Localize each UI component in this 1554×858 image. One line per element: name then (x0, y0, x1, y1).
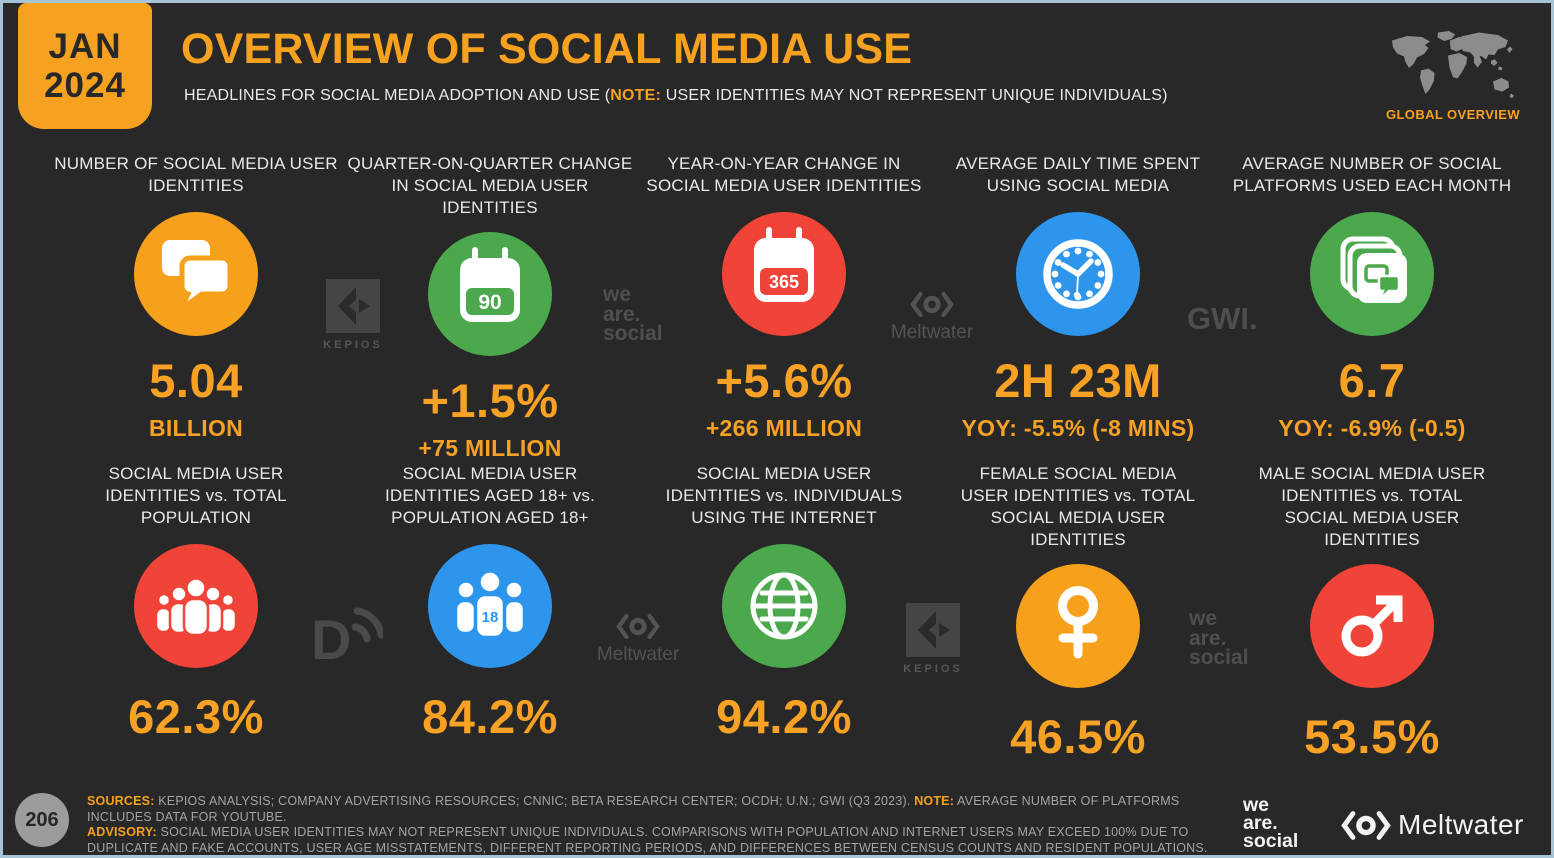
stats-row-2: SOCIAL MEDIA USER IDENTITIES vs. TOTAL P… (49, 463, 1519, 764)
date-badge: JAN 2024 (18, 3, 152, 129)
stat-card-aged-18: SOCIAL MEDIA USER IDENTITIES AGED 18+ vs… (343, 463, 637, 764)
gwi-watermark: GWI. (1187, 301, 1258, 336)
stat-label: QUARTER-ON-QUARTER CHANGE IN SOCIAL MEDI… (347, 154, 633, 218)
chat-bubbles-icon (134, 212, 258, 336)
stat-label: SOCIAL MEDIA USER IDENTITIES AGED 18+ vs… (384, 464, 596, 528)
stat-subvalue: +266 MILLION (705, 415, 863, 441)
clock-icon (1016, 212, 1140, 336)
meltwater-watermark: Meltwater (885, 291, 979, 344)
date-month: JAN (48, 26, 122, 66)
population-group-icon (134, 544, 258, 668)
adults-18-icon: 18 (428, 544, 552, 668)
stat-value: 62.3% (128, 690, 264, 743)
stat-value: 6.7 (1338, 354, 1406, 407)
stats-row-1: NUMBER OF SOCIAL MEDIA USER IDENTITIES 5… (49, 153, 1519, 462)
region-label: GLOBAL OVERVIEW (1385, 107, 1521, 122)
subtitle-note-label: NOTE: (610, 87, 662, 104)
datareportal-watermark: D (311, 597, 385, 671)
calendar-365-icon: 365 (722, 212, 846, 336)
globe-icon (722, 544, 846, 668)
stat-label: SOCIAL MEDIA USER IDENTITIES vs. TOTAL P… (105, 464, 287, 528)
stat-value: 46.5% (1010, 710, 1146, 764)
stat-card-male-share: MALE SOCIAL MEDIA USER IDENTITIES vs. TO… (1225, 463, 1519, 764)
meltwater-wordmark: Meltwater (1398, 809, 1524, 840)
stat-subvalue: +75 MILLION (418, 435, 562, 462)
meltwater-eye-icon (616, 613, 660, 640)
meltwater-eye-icon (1341, 810, 1391, 840)
male-icon (1310, 564, 1434, 689)
we-are-social-watermark: we are. social (1189, 607, 1249, 670)
svg-text:90: 90 (478, 291, 501, 314)
stat-value: 2H 23M (994, 354, 1162, 407)
footer-notes: SOURCES: KEPIOS ANALYSIS; COMPANY ADVERT… (87, 794, 1213, 855)
footer-sources-line: SOURCES: KEPIOS ANALYSIS; COMPANY ADVERT… (87, 794, 1180, 824)
kepios-watermark: KEPIOS (889, 603, 977, 675)
stat-card-platform-count: AVERAGE NUMBER OF SOCIAL PLATFORMS USED … (1225, 153, 1519, 462)
stat-subvalue: BILLION (148, 415, 244, 441)
stat-subvalue: YOY: -6.9% (-0.5) (1278, 415, 1466, 441)
stat-value: +5.6% (715, 354, 853, 407)
stat-label: AVERAGE NUMBER OF SOCIAL PLATFORMS USED … (1232, 154, 1512, 196)
stat-card-vs-population: SOCIAL MEDIA USER IDENTITIES vs. TOTAL P… (49, 463, 343, 764)
advisory-label: ADVISORY: (87, 825, 157, 840)
meltwater-eye-icon (910, 291, 954, 318)
stat-value: 53.5% (1304, 710, 1440, 764)
stat-card-vs-internet-users: SOCIAL MEDIA USER IDENTITIES vs. INDIVID… (637, 463, 931, 764)
kepios-logo-icon (906, 603, 960, 657)
svg-text:365: 365 (769, 272, 799, 292)
note-label: NOTE: (914, 794, 955, 808)
stat-card-female-share: FEMALE SOCIAL MEDIA USER IDENTITIES vs. … (931, 463, 1225, 764)
page-title: OVERVIEW OF SOCIAL MEDIA USE (181, 25, 913, 73)
we-are-social-watermark: we are. social (603, 283, 663, 346)
svg-text:18: 18 (482, 609, 499, 626)
stat-card-daily-time: AVERAGE DAILY TIME SPENT USING SOCIAL ME… (931, 153, 1225, 462)
meltwater-watermark: Meltwater (591, 613, 685, 666)
meltwater-logo: Meltwater (1341, 809, 1524, 841)
stat-card-user-identities: NUMBER OF SOCIAL MEDIA USER IDENTITIES 5… (49, 153, 343, 462)
footer-advisory-line: ADVISORY: SOCIAL MEDIA USER IDENTITIES M… (87, 825, 1213, 855)
subtitle: HEADLINES FOR SOCIAL MEDIA ADOPTION AND … (184, 87, 1168, 104)
stat-value: 84.2% (422, 690, 558, 743)
female-icon (1016, 564, 1140, 689)
stat-label: FEMALE SOCIAL MEDIA USER IDENTITIES vs. … (960, 464, 1196, 550)
stat-card-yoy-change: YEAR-ON-YEAR CHANGE IN SOCIAL MEDIA USER… (637, 153, 931, 462)
stat-card-qoq-change: QUARTER-ON-QUARTER CHANGE IN SOCIAL MEDI… (343, 153, 637, 462)
stat-label: YEAR-ON-YEAR CHANGE IN SOCIAL MEDIA USER… (646, 154, 922, 196)
kepios-watermark: KEPIOS (309, 279, 397, 351)
stat-label: NUMBER OF SOCIAL MEDIA USER IDENTITIES (54, 154, 338, 196)
calendar-90-icon: 90 (428, 232, 552, 357)
stat-value: +1.5% (421, 374, 559, 428)
stat-value: 94.2% (716, 690, 852, 743)
svg-text:D: D (311, 608, 351, 665)
world-map-icon (1388, 29, 1518, 105)
stat-label: MALE SOCIAL MEDIA USER IDENTITIES vs. TO… (1258, 464, 1486, 550)
page-number-badge: 206 (15, 793, 69, 847)
date-year: 2024 (44, 66, 126, 105)
sources-label: SOURCES: (87, 794, 155, 808)
stat-label: SOCIAL MEDIA USER IDENTITIES vs. INDIVID… (665, 464, 903, 528)
stat-label: AVERAGE DAILY TIME SPENT USING SOCIAL ME… (955, 154, 1201, 196)
stacked-platforms-icon (1310, 212, 1434, 336)
stat-value: 5.04 (149, 354, 243, 407)
kepios-logo-icon (326, 279, 380, 333)
stat-subvalue: YOY: -5.5% (-8 MINS) (961, 415, 1195, 441)
we-are-social-logo: we are. social (1243, 794, 1299, 852)
